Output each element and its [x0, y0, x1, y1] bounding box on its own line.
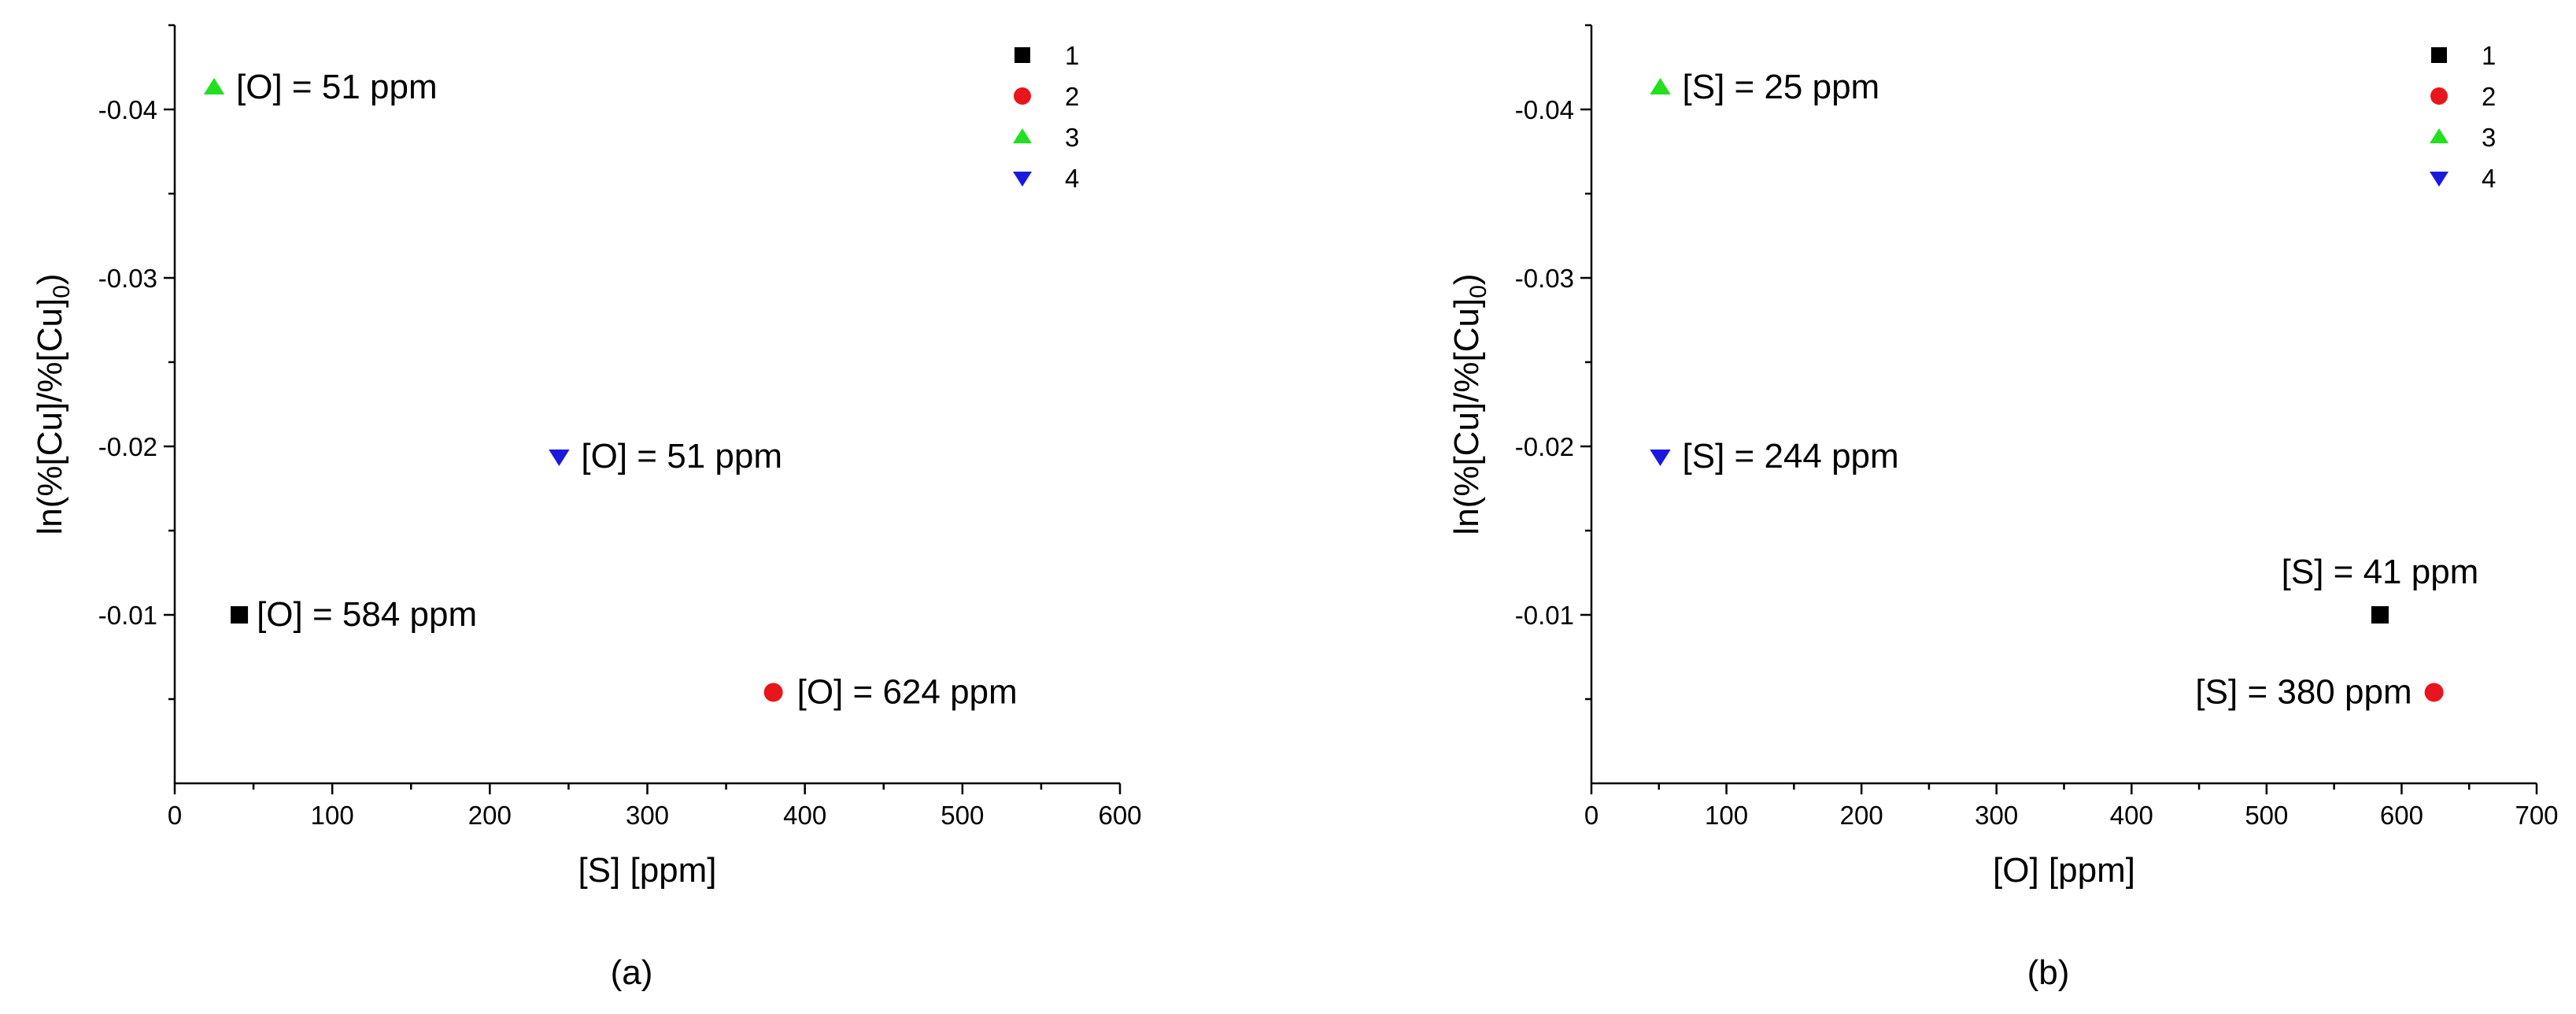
- x-tick-label: 200: [1840, 801, 1883, 830]
- x-tick-label: 300: [1975, 801, 2018, 830]
- x-tick-label: 400: [2110, 801, 2153, 830]
- data-point-series-2: [763, 683, 783, 702]
- legend-label-4: 4: [2482, 164, 2496, 193]
- y-axis-title-subscript: 0: [49, 285, 75, 298]
- point-annotation-series-3: [S] = 25 ppm: [1683, 68, 1880, 106]
- panel-label: (a): [611, 953, 653, 992]
- point-annotation-series-2: [S] = 380 ppm: [2195, 672, 2412, 711]
- point-annotation-series-4: [O] = 51 ppm: [581, 437, 782, 476]
- legend: 1 2 3 4: [2430, 41, 2496, 193]
- data-point-series-1: [2371, 606, 2389, 624]
- x-tick-label: 200: [468, 801, 512, 830]
- y-axis-title-close: ): [1447, 273, 1486, 285]
- axis-lines: [1590, 25, 2537, 785]
- x-tick-label: 0: [168, 801, 182, 830]
- y-axis-title-subscript: 0: [1465, 285, 1491, 298]
- data-point-series-4: [549, 450, 570, 466]
- y-axis-title-main: ln(%[Cu]/%[Cu]: [31, 298, 69, 535]
- y-axis-title: ln(%[Cu]/%[Cu]0): [1447, 273, 1491, 535]
- point-annotation-series-4: [S] = 244 ppm: [1683, 437, 1899, 476]
- x-tick-label: 100: [1705, 801, 1748, 830]
- legend-marker-3: [2430, 128, 2448, 143]
- x-tick-label: 100: [311, 801, 354, 830]
- y-tick-label: -0.02: [98, 432, 157, 461]
- point-annotation-series-1: [O] = 584 ppm: [257, 595, 477, 634]
- y-tick-label: -0.03: [98, 264, 157, 293]
- x-tick-label: 0: [1584, 801, 1598, 830]
- y-axis-title-main: ln(%[Cu]/%[Cu]: [1447, 298, 1486, 535]
- x-tick-label: 500: [2245, 801, 2288, 830]
- data-point-series-2: [2424, 683, 2444, 702]
- y-axis-title-close: ): [31, 273, 69, 285]
- legend-marker-1: [2431, 47, 2447, 63]
- x-tick-label: 400: [783, 801, 826, 830]
- legend-marker-3: [1013, 128, 1032, 143]
- data-point-series-3: [1650, 78, 1671, 94]
- panel-label: (b): [2027, 953, 2070, 992]
- x-axis-title: [O] [ppm]: [1993, 851, 2135, 890]
- data-point-series-1: [231, 606, 249, 624]
- y-tick-label: -0.01: [1515, 601, 1574, 630]
- x-tick-label: 700: [2515, 801, 2558, 830]
- x-tick-label: 500: [941, 801, 984, 830]
- legend-marker-2: [2430, 87, 2448, 105]
- x-tick-label: 300: [626, 801, 669, 830]
- legend-label-3: 3: [2482, 123, 2496, 152]
- legend-label-1: 1: [1065, 41, 1079, 70]
- y-tick-label: -0.04: [1515, 95, 1574, 124]
- data-point-series-4: [1650, 450, 1671, 466]
- chart-panel-b: 0 100 200 300 400 500 600 700 -0.04 -0.03 -0.02 -0.…: [1447, 24, 2559, 992]
- point-annotation-series-2: [O] = 624 ppm: [797, 672, 1018, 711]
- legend-label-2: 2: [2482, 82, 2496, 111]
- legend-marker-4: [2430, 172, 2448, 187]
- y-tick-label: -0.03: [1515, 264, 1574, 293]
- legend-label-4: 4: [1065, 164, 1079, 193]
- y-tick-label: -0.01: [98, 601, 157, 630]
- x-axis-title: [S] [ppm]: [578, 851, 716, 890]
- point-annotation-series-3: [O] = 51 ppm: [236, 68, 438, 106]
- y-tick-label: -0.02: [1515, 432, 1574, 461]
- x-tick-label: 600: [1098, 801, 1141, 830]
- point-annotation-series-1: [S] = 41 ppm: [2282, 553, 2479, 591]
- chart-panel-a: 0 100 200 300 400 500 600 -0.04 -0.03 -0.02 -0.01 […: [31, 24, 1142, 992]
- legend-label-3: 3: [1065, 123, 1079, 152]
- data-point-series-3: [203, 78, 225, 94]
- axis-lines: [173, 25, 1120, 785]
- x-tick-label: 600: [2380, 801, 2423, 830]
- legend-marker-2: [1014, 87, 1031, 105]
- legend-label-2: 2: [1065, 82, 1079, 111]
- legend-marker-1: [1015, 47, 1030, 63]
- legend-marker-4: [1013, 172, 1032, 187]
- legend-label-1: 1: [2482, 41, 2496, 70]
- y-tick-label: -0.04: [98, 95, 157, 124]
- legend: 1 2 3 4: [1013, 41, 1079, 193]
- y-axis-title: ln(%[Cu]/%[Cu]0): [31, 273, 75, 535]
